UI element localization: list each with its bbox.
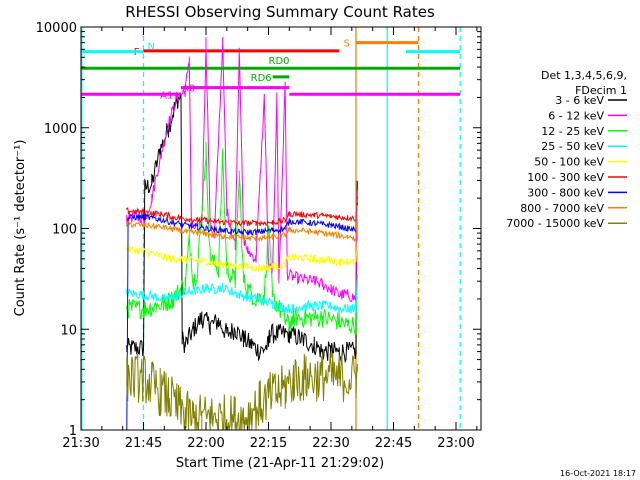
legend-label: 12 - 25 keV xyxy=(541,125,604,138)
chart-title: RHESSI Observing Summary Count Rates xyxy=(125,3,435,21)
x-tick-label: 21:45 xyxy=(125,436,162,451)
legend-label: 6 - 12 keV xyxy=(548,109,604,122)
flag-label: RD0 xyxy=(269,56,290,67)
legend: Det 1,3,4,5,6,9, FDecim 13 - 6 keV 6 - 12 … xyxy=(506,69,627,230)
flag-label: S xyxy=(344,39,350,50)
legend-label: 100 - 300 keV xyxy=(527,171,604,184)
x-tick-label: 22:15 xyxy=(250,436,287,451)
flag-label: A0 xyxy=(182,84,195,95)
flag-label: N xyxy=(148,42,155,53)
legend-label: 3 - 6 keV xyxy=(555,94,604,107)
x-axis-label: Start Time (21-Apr-11 21:29:02) xyxy=(176,456,384,471)
legend-label: 800 - 7000 keV xyxy=(520,202,604,215)
x-tick-label: 21:30 xyxy=(62,436,99,451)
legend-header: Det 1,3,4,5,6,9, xyxy=(541,69,627,82)
legend-label: 25 - 50 keV xyxy=(541,140,604,153)
y-axis-label: Count Rate (s⁻¹ detector⁻¹) xyxy=(13,140,28,317)
legend-label: 50 - 100 keV xyxy=(534,156,604,169)
legend-label: 7000 - 15000 keV xyxy=(506,217,604,230)
y-tick-label: 10000 xyxy=(36,21,77,36)
series-line-12-25-kev xyxy=(126,141,358,336)
y-tick-label: 1000 xyxy=(44,122,77,137)
flag-lines: FRD0RD6A1A0NS xyxy=(81,39,461,101)
axes: 21:30 21:45 22:00 22:15 22:30 22:45 23:00 1 10 10… xyxy=(36,21,482,451)
footer-date: 16-Oct-2021 18:17 xyxy=(560,469,636,478)
series-line-800-7000-kev xyxy=(126,205,358,243)
x-tick-label: 22:00 xyxy=(187,436,224,451)
y-tick-label: 1 xyxy=(69,424,77,439)
series-line-300-800-kev xyxy=(126,202,358,431)
flag-label: A1 xyxy=(160,90,173,101)
series-line-6-12-kev xyxy=(126,37,358,303)
legend-header: FDecim 1 xyxy=(575,84,627,97)
series-line-50-100-kev xyxy=(126,240,358,273)
legend-label: 300 - 800 keV xyxy=(527,186,604,199)
flag-label: RD6 xyxy=(251,73,272,84)
y-tick-label: 100 xyxy=(52,223,77,238)
series-line-25-50-kev xyxy=(126,279,358,316)
x-tick-label: 23:00 xyxy=(437,436,474,451)
x-tick-label: 22:45 xyxy=(375,436,412,451)
x-tick-label: 22:30 xyxy=(312,436,349,451)
series-line-100-300-kev xyxy=(126,196,358,227)
y-tick-label: 10 xyxy=(60,323,77,338)
